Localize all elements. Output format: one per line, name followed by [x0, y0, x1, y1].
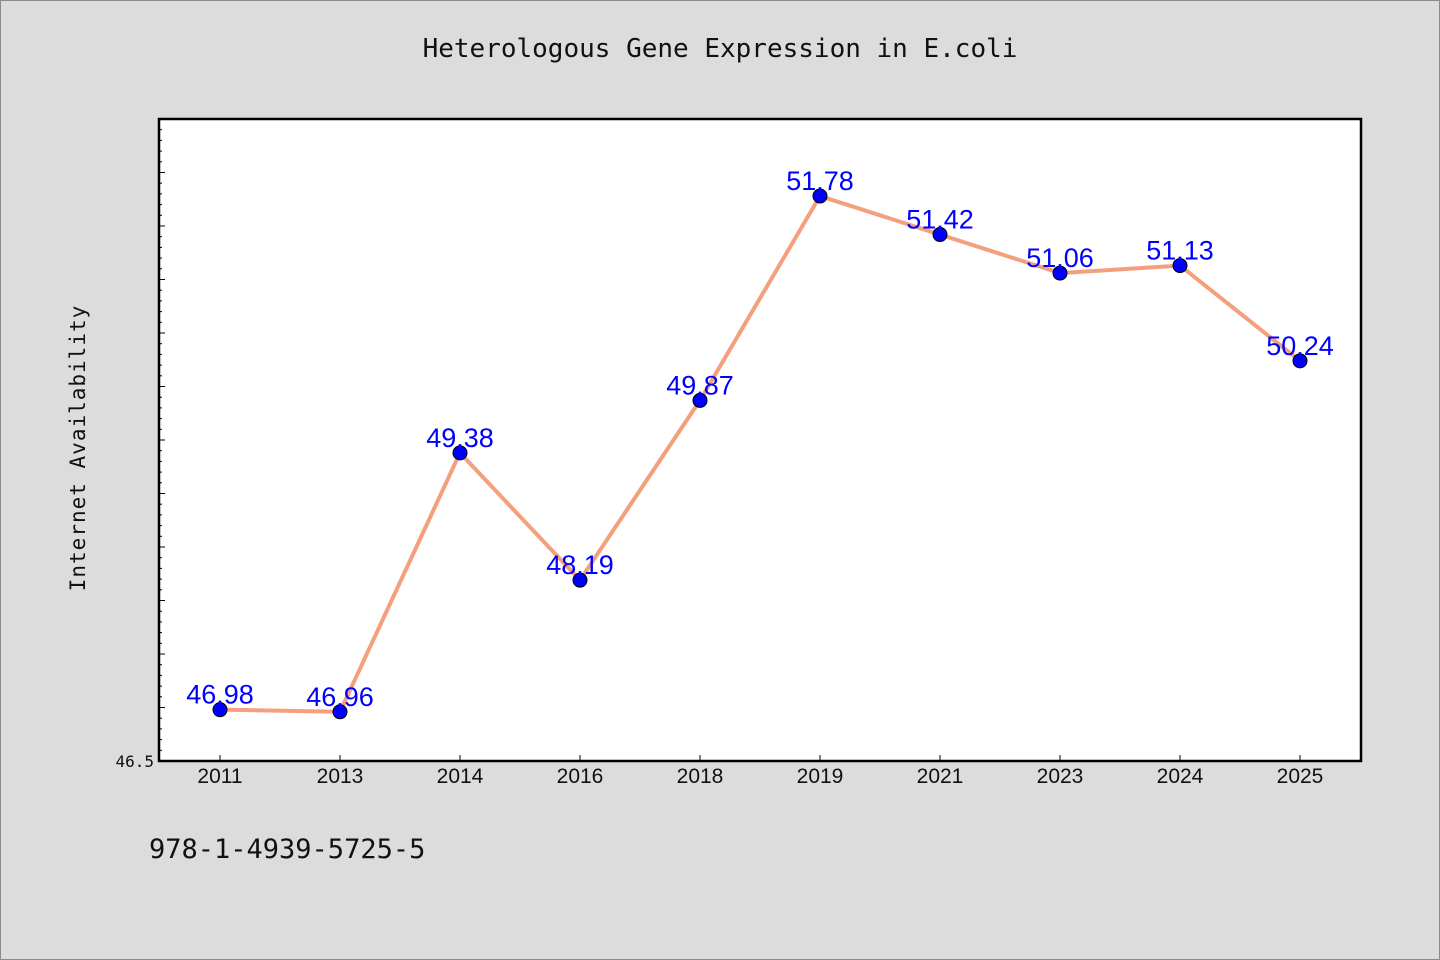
data-label: 49.38	[426, 423, 494, 453]
chart-title: Heterologous Gene Expression in E.coli	[422, 34, 1018, 64]
x-tick-label: 2011	[197, 765, 242, 788]
data-point-marker	[212, 702, 228, 718]
x-axis-ticks: 2011 2013 2014 2016 2018 2019 2021 2023 2024 2025	[197, 755, 1323, 788]
data-point-marker	[692, 392, 708, 408]
data-point-marker	[572, 572, 588, 588]
data-point-marker	[1052, 265, 1068, 281]
footer-isbn: 978-1-4939-5725-5	[149, 834, 426, 865]
x-tick-label: 2021	[917, 765, 964, 788]
x-tick-label: 2013	[317, 765, 364, 788]
x-tick-label: 2023	[1037, 765, 1084, 788]
data-label: 49.87	[666, 370, 734, 400]
data-point-marker	[812, 188, 828, 204]
data-label: 51.42	[906, 205, 974, 235]
x-tick-label: 2019	[797, 765, 844, 788]
x-tick-label: 2014	[437, 765, 484, 788]
x-tick-label: 2024	[1157, 765, 1204, 788]
data-label: 46.98	[186, 680, 254, 710]
data-point-marker	[932, 227, 948, 243]
y-axis-ticks: 46.5	[115, 129, 165, 771]
x-tick-label: 2025	[1277, 765, 1324, 788]
plot-area	[157, 117, 1363, 763]
data-label: 51.06	[1026, 243, 1094, 273]
x-tick-label: 2018	[677, 765, 724, 788]
data-point-marker	[452, 445, 468, 461]
data-point-marker	[1292, 353, 1308, 369]
data-point-marker	[1172, 258, 1188, 274]
series-line	[218, 194, 1302, 714]
data-point-marker	[332, 704, 348, 720]
data-label: 50.24	[1266, 331, 1334, 361]
series-layer: 46.98 46.96 49.38 48.19 49.87 51.78 51.42 51.06…	[186, 166, 1334, 720]
y-tick-label: 46.5	[115, 752, 154, 771]
x-tick-label: 2016	[557, 765, 604, 788]
data-label: 46.96	[306, 682, 374, 712]
data-label: 51.13	[1146, 236, 1214, 266]
data-label: 48.19	[546, 550, 614, 580]
data-label: 51.78	[786, 166, 854, 196]
